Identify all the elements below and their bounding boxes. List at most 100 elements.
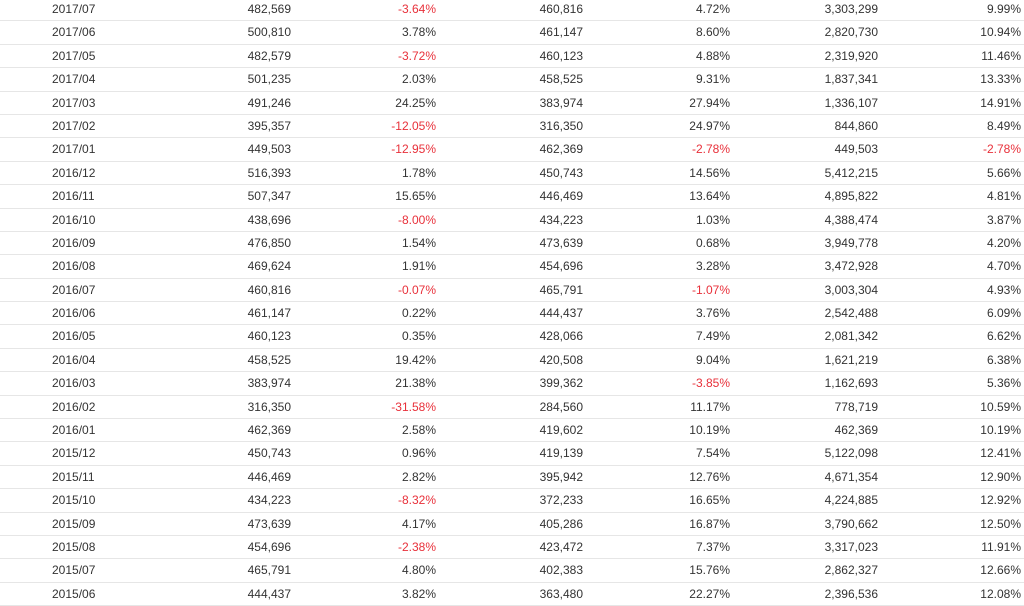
change-3-cell: 5.66% — [986, 165, 1021, 180]
value-3-cell: 3,472,928 — [824, 259, 878, 274]
change-1-cell: 24.25% — [395, 95, 436, 110]
value-3-cell: 3,949,778 — [824, 235, 878, 250]
change-1-cell: -3.72% — [397, 48, 436, 63]
value-2-cell: 383,974 — [539, 95, 583, 110]
table-row: 2017/07 482,569 -3.64% 460,816 4.72% 3,303,29… — [0, 0, 1024, 22]
change-2-cell: 14.56% — [689, 165, 730, 180]
change-2-cell: 22.27% — [689, 586, 730, 601]
value-1-cell: 316,350 — [247, 399, 291, 414]
change-2-cell: 9.04% — [695, 352, 730, 367]
change-3-cell: 10.94% — [980, 25, 1021, 40]
table-row: 2015/06 444,437 3.82% 363,480 22.27% 2,396,53… — [0, 583, 1024, 606]
change-3-cell: 12.92% — [980, 493, 1021, 508]
period-cell: 2016/06 — [52, 306, 96, 321]
table-row: 2017/05 482,579 -3.72% 460,123 4.88% 2,319,92… — [0, 45, 1024, 69]
value-2-cell: 460,816 — [539, 2, 583, 16]
table-row: 2016/02 316,350 -31.58% 284,560 11.17% 778,71… — [0, 396, 1024, 420]
table-row: 2016/11 507,347 15.65% 446,469 13.64% 4,895,8… — [0, 185, 1024, 209]
period-cell: 2016/07 — [52, 282, 96, 297]
period-cell: 2017/01 — [52, 142, 96, 157]
value-1-cell: 473,639 — [247, 516, 291, 531]
change-1-cell: 0.35% — [401, 329, 436, 344]
change-3-cell: 3.87% — [986, 212, 1021, 227]
value-3-cell: 1,336,107 — [824, 95, 878, 110]
table-row: 2017/01 449,503 -12.95% 462,369 -2.78% 449,50… — [0, 138, 1024, 162]
value-3-cell: 4,895,822 — [824, 189, 878, 204]
value-3-cell: 1,621,219 — [824, 352, 878, 367]
period-cell: 2015/07 — [52, 563, 96, 578]
value-3-cell: 2,820,730 — [824, 25, 878, 40]
change-2-cell: 4.88% — [695, 48, 730, 63]
value-2-cell: 446,469 — [539, 189, 583, 204]
value-2-cell: 419,139 — [539, 446, 583, 461]
period-cell: 2015/08 — [52, 539, 96, 554]
value-2-cell: 423,472 — [539, 539, 583, 554]
table-row: 2016/03 383,974 21.38% 399,362 -3.85% 1,162,6… — [0, 372, 1024, 396]
change-3-cell: 4.81% — [986, 189, 1021, 204]
value-1-cell: 469,624 — [247, 259, 291, 274]
value-3-cell: 3,003,304 — [824, 282, 878, 297]
change-2-cell: 8.60% — [695, 25, 730, 40]
change-1-cell: 3.82% — [401, 586, 436, 601]
value-2-cell: 402,383 — [539, 563, 583, 578]
value-2-cell: 434,223 — [539, 212, 583, 227]
period-cell: 2016/11 — [52, 189, 95, 204]
value-3-cell: 2,396,536 — [824, 586, 878, 601]
change-1-cell: 0.22% — [401, 306, 436, 321]
value-3-cell: 1,837,341 — [824, 72, 878, 87]
table-row: 2017/03 491,246 24.25% 383,974 27.94% 1,336,1… — [0, 92, 1024, 115]
value-1-cell: 516,393 — [247, 165, 291, 180]
change-2-cell: 16.87% — [689, 516, 730, 531]
table-row: 2016/09 476,850 1.54% 473,639 0.68% 3,949,778… — [0, 232, 1024, 256]
period-cell: 2017/02 — [52, 118, 96, 133]
value-1-cell: 482,579 — [247, 48, 291, 63]
value-2-cell: 454,696 — [539, 259, 583, 274]
table-row: 2015/07 465,791 4.80% 402,383 15.76% 2,862,32… — [0, 559, 1024, 583]
change-1-cell: 2.82% — [401, 469, 436, 484]
value-1-cell: 507,347 — [247, 189, 291, 204]
period-cell: 2016/09 — [52, 235, 96, 250]
change-1-cell: 19.42% — [395, 352, 436, 367]
value-2-cell: 405,286 — [539, 516, 583, 531]
value-1-cell: 460,816 — [247, 282, 291, 297]
period-cell: 2016/01 — [52, 423, 96, 438]
value-1-cell: 444,437 — [247, 586, 291, 601]
value-2-cell: 428,066 — [539, 329, 583, 344]
period-cell: 2017/04 — [52, 72, 96, 87]
value-1-cell: 462,369 — [247, 423, 291, 438]
value-2-cell: 284,560 — [539, 399, 583, 414]
value-2-cell: 372,233 — [539, 493, 583, 508]
change-3-cell: 10.59% — [980, 399, 1021, 414]
change-2-cell: 1.03% — [695, 212, 730, 227]
value-1-cell: 461,147 — [247, 306, 291, 321]
change-2-cell: 0.68% — [695, 235, 730, 250]
table-row: 2015/09 473,639 4.17% 405,286 16.87% 3,790,66… — [0, 513, 1024, 536]
change-2-cell: 9.31% — [695, 72, 730, 87]
period-cell: 2016/10 — [52, 212, 96, 227]
change-2-cell: 7.37% — [695, 539, 730, 554]
change-1-cell: 2.58% — [401, 423, 436, 438]
change-3-cell: 10.19% — [980, 423, 1021, 438]
change-1-cell: 1.54% — [401, 235, 436, 250]
change-1-cell: 21.38% — [395, 376, 436, 391]
change-2-cell: 3.28% — [695, 259, 730, 274]
table-row: 2017/02 395,357 -12.05% 316,350 24.97% 844,86… — [0, 115, 1024, 139]
change-3-cell: -2.78% — [982, 142, 1021, 157]
change-2-cell: 4.72% — [695, 2, 730, 16]
value-1-cell: 454,696 — [247, 539, 291, 554]
period-cell: 2016/05 — [52, 329, 96, 344]
change-3-cell: 11.46% — [981, 48, 1021, 63]
change-3-cell: 9.99% — [986, 2, 1021, 16]
value-1-cell: 491,246 — [247, 95, 291, 110]
table-row: 2016/06 461,147 0.22% 444,437 3.76% 2,542,488… — [0, 302, 1024, 326]
value-2-cell: 450,743 — [539, 165, 583, 180]
change-2-cell: 27.94% — [689, 95, 730, 110]
value-1-cell: 395,357 — [247, 118, 291, 133]
table-row: 2017/04 501,235 2.03% 458,525 9.31% 1,837,341… — [0, 68, 1024, 92]
value-1-cell: 450,743 — [247, 446, 291, 461]
table-row: 2016/10 438,696 -8.00% 434,223 1.03% 4,388,47… — [0, 209, 1024, 232]
table-row: 2016/07 460,816 -0.07% 465,791 -1.07% 3,003,3… — [0, 279, 1024, 303]
value-1-cell: 434,223 — [247, 493, 291, 508]
change-1-cell: -12.95% — [391, 142, 436, 157]
